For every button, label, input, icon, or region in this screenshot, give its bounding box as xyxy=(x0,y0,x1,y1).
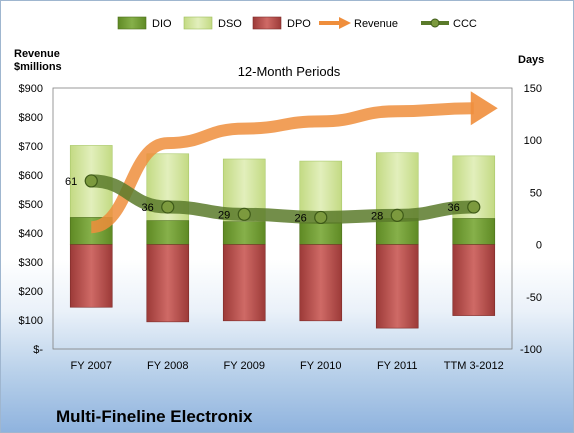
ccc-data-label: 29 xyxy=(218,209,230,221)
legend-swatch-dpo xyxy=(252,16,282,30)
bar-dpo xyxy=(375,244,419,329)
y-right-title: Days xyxy=(518,54,544,66)
legend-label-revenue: Revenue xyxy=(354,18,398,30)
legend-arrow-icon xyxy=(319,17,351,29)
revenue-series xyxy=(90,91,498,234)
y-left-tick-label: $200 xyxy=(19,286,43,298)
x-tick-label: FY 2009 xyxy=(224,360,265,372)
ccc-data-label: 28 xyxy=(371,210,383,222)
revenue-arrowhead xyxy=(470,91,498,126)
plot-area xyxy=(52,87,513,350)
legend-label-dpo: DPO xyxy=(287,18,311,30)
legend-label-ccc: CCC xyxy=(453,18,477,30)
y-left-tick-label: $800 xyxy=(19,112,43,124)
x-tick-label: FY 2010 xyxy=(300,360,341,372)
ccc-point xyxy=(467,200,481,214)
y-left-tick-label: $100 xyxy=(19,315,43,327)
ccc-data-label: 36 xyxy=(448,202,460,214)
ccc-point xyxy=(84,174,98,188)
y-left-tick-label: $700 xyxy=(19,141,43,153)
ccc-data-label: 36 xyxy=(142,202,154,214)
legend-label-dio: DIO xyxy=(152,18,172,30)
y-left-tick-labels: $- $100 $200 $300 $400 $500 $600 $700 $800 $900 xyxy=(19,83,44,356)
chart-subtitle: 12-Month Periods xyxy=(238,64,341,79)
bar-dpo xyxy=(69,244,113,308)
ccc-point xyxy=(237,207,251,221)
company-name: Multi-Fineline Electronix xyxy=(56,407,253,426)
x-tick-label: FY 2011 xyxy=(377,360,418,372)
y-right-tick-label: 100 xyxy=(524,135,542,147)
y-right-tick-label: -50 xyxy=(526,292,542,304)
bar-dio xyxy=(375,218,419,245)
x-tick-label: FY 2007 xyxy=(71,360,112,372)
bar-dio xyxy=(146,220,190,245)
legend-swatch-dio xyxy=(117,16,147,30)
legend-line-marker-icon xyxy=(421,18,449,28)
ccc-point xyxy=(314,210,328,225)
legend-label-dso: DSO xyxy=(218,18,242,30)
y-left-tick-label: $- xyxy=(33,344,43,356)
ccc-series xyxy=(84,174,481,225)
bar-dpo xyxy=(222,244,266,322)
ccc-data-label: 61 xyxy=(65,176,77,188)
ccc-point xyxy=(390,208,404,222)
y-right-tick-label: 0 xyxy=(536,240,542,252)
x-tick-label: FY 2008 xyxy=(147,360,188,372)
legend: DIO DSO DPO Revenue CCC xyxy=(117,16,477,30)
y-left-title-line1: Revenue xyxy=(14,48,60,60)
x-tick-label: TTM 3-2012 xyxy=(444,360,504,372)
bar-dio xyxy=(452,218,496,245)
y-left-title-line2: $millions xyxy=(14,61,62,73)
ccc-line xyxy=(84,174,481,224)
y-left-tick-label: $500 xyxy=(19,199,43,211)
y-right-tick-label: -100 xyxy=(520,344,542,356)
ccc-data-label: 26 xyxy=(295,212,307,224)
y-left-tick-label: $600 xyxy=(19,170,43,182)
bar-dpo xyxy=(452,244,496,316)
y-right-tick-label: 50 xyxy=(530,187,542,199)
bar-dpo xyxy=(299,244,343,322)
y-right-tick-labels: -100 -50 0 50 100 150 xyxy=(520,83,542,356)
bar-dio xyxy=(299,222,343,245)
y-left-tick-label: $900 xyxy=(19,83,43,95)
legend-swatch-dso xyxy=(183,16,213,30)
y-right-tick-label: 150 xyxy=(524,83,542,95)
bar-dpo xyxy=(146,244,190,323)
bar-dio xyxy=(222,221,266,245)
x-tick-labels: FY 2007 FY 2008 FY 2009 FY 2010 FY 2011 TTM 3… xyxy=(71,360,504,372)
y-left-tick-label: $400 xyxy=(19,228,43,240)
y-left-tick-label: $300 xyxy=(19,257,43,269)
revenue-line xyxy=(90,102,474,234)
ccc-point xyxy=(161,200,175,214)
ccc-data-labels: 61 36 29 26 28 36 xyxy=(65,176,460,225)
